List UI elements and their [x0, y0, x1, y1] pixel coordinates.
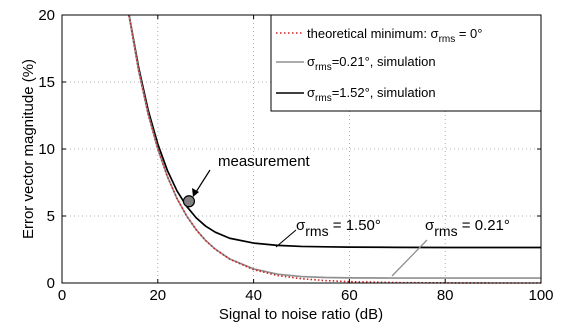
annotation-sigma-150-leader — [275, 229, 297, 248]
x-tick-label: 0 — [58, 287, 66, 304]
measurement-label: measurement — [218, 153, 311, 170]
annotation-sigma-021: σrms = 0.21° — [425, 217, 510, 239]
x-tick-label: 100 — [528, 287, 553, 304]
annotation-sigma-021-leader — [391, 239, 428, 277]
measurement-arrow — [195, 169, 211, 193]
y-axis-label: Error vector magnitude (%) — [20, 59, 37, 239]
legend-entry-sim021: σrms=0.21°, simulation — [307, 54, 436, 73]
x-tick-label: 60 — [341, 287, 358, 304]
measurement-arrowhead — [192, 188, 199, 197]
series-theoretical-minimum — [128, 15, 541, 284]
legend-entry-sim152: σrms=1.52°, simulation — [307, 85, 436, 104]
y-tick-label: 20 — [38, 7, 55, 24]
x-axis-label: Signal to noise ratio (dB) — [219, 306, 383, 322]
y-tick-label: 5 — [47, 208, 55, 225]
measurement-point — [182, 195, 196, 208]
y-tick-label: 0 — [47, 275, 55, 292]
x-tick-label: 20 — [149, 287, 166, 304]
legend-box — [270, 14, 542, 112]
y-tick-label: 15 — [38, 74, 55, 91]
series-sim-152 — [128, 14, 541, 249]
series-layer — [128, 14, 541, 284]
annotations: measurement σrms = 1.50° σrms = 0.21° — [182, 153, 510, 277]
legend-entry-theoretical: theoretical minimum: σrms = 0° — [307, 26, 482, 45]
y-tick-label: 10 — [38, 141, 55, 158]
legend: theoretical minimum: σrms = 0° σrms=0.21… — [270, 14, 542, 112]
x-tick-label: 40 — [245, 287, 262, 304]
x-tick-label: 80 — [437, 287, 454, 304]
annotation-sigma-150: σrms = 1.50° — [296, 217, 381, 239]
